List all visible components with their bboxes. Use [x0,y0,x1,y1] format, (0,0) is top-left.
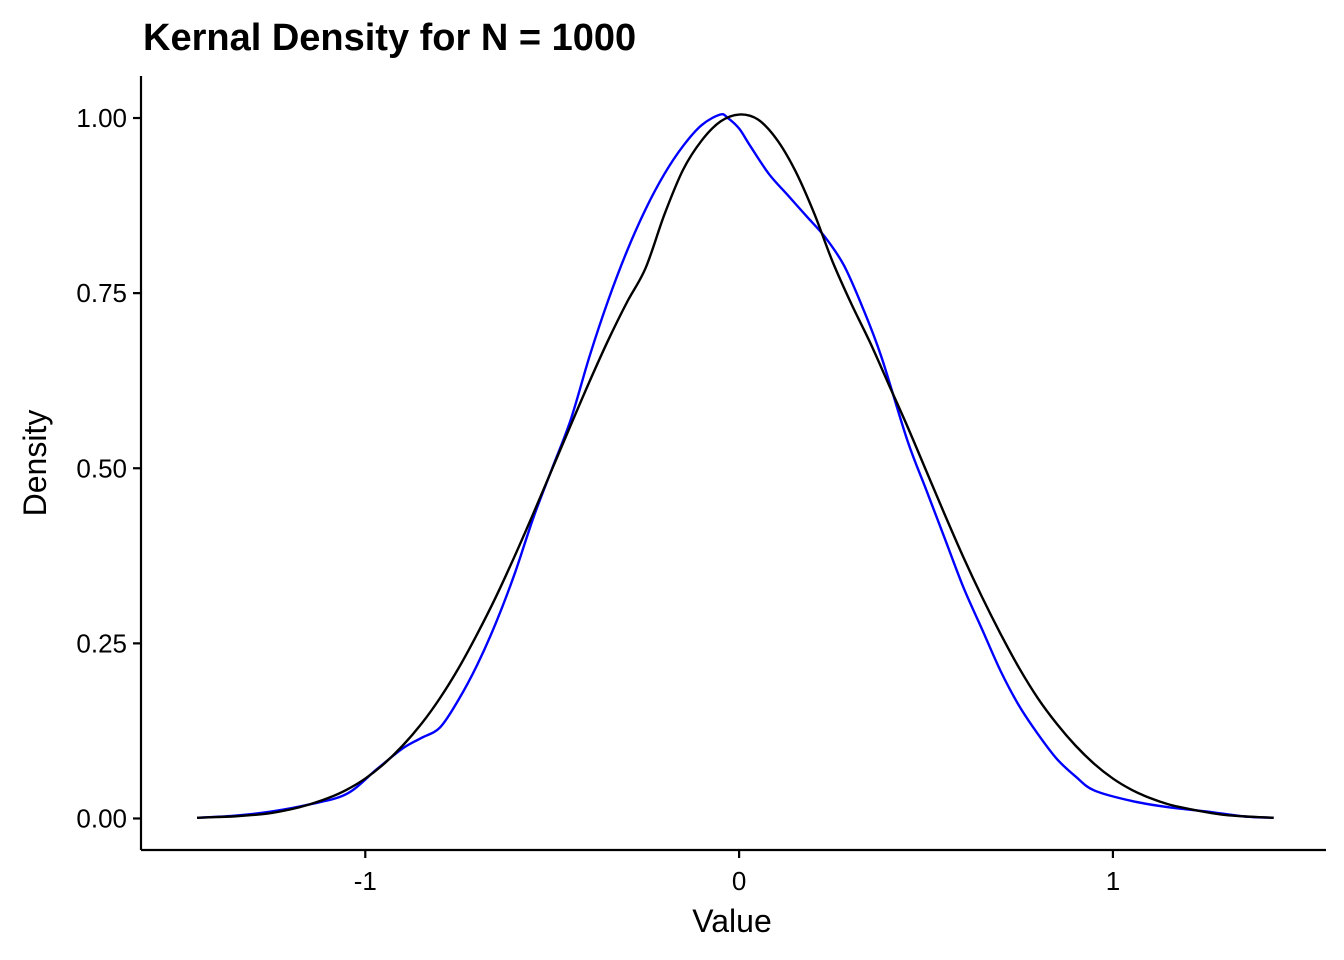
x-tick-label: 1 [1106,866,1120,896]
x-axis-title: Value [692,903,771,939]
chart-title: Kernal Density for N = 1000 [143,17,636,59]
density-line-1 [197,113,1274,819]
y-tick-label: 0.25 [76,628,127,658]
x-tick-label: 0 [732,866,746,896]
y-tick-label: 0.75 [76,278,127,308]
y-axis-ticks: 0.00 0.25 0.50 0.75 1.00 [76,103,141,833]
x-tick-label: -1 [354,866,377,896]
y-axis-title: Density [17,410,53,517]
density-line-2 [197,113,1274,819]
plot-area [197,113,1274,819]
y-tick-label: 0.00 [76,803,127,833]
x-axis-ticks: -1 0 1 [354,850,1120,896]
y-tick-label: 1.00 [76,103,127,133]
y-tick-label: 0.50 [76,453,127,483]
